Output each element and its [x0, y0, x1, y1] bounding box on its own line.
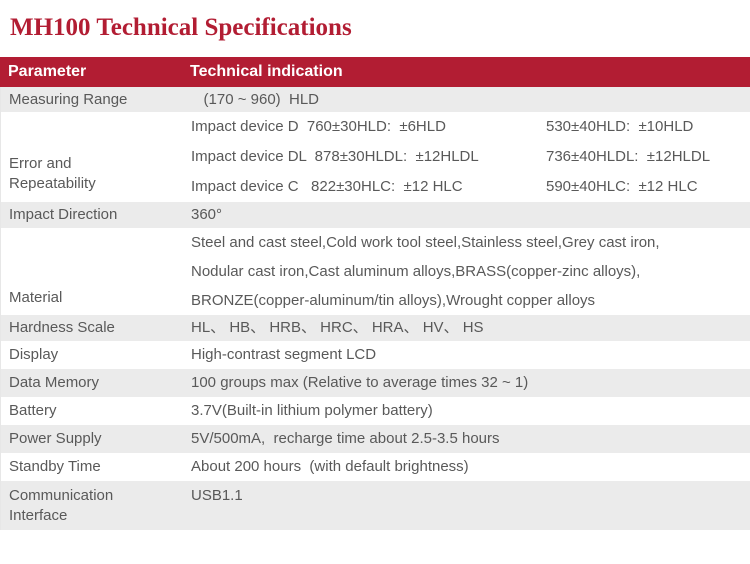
table-header-row: Parameter Technical indication [0, 57, 750, 87]
column-header-parameter: Parameter [8, 63, 87, 80]
material-line: Nodular cast iron,Cast aluminum alloys,B… [191, 262, 641, 280]
param-value: Impact device D 760±30HLD: ±6HLD 530±40H… [191, 112, 750, 202]
spec-table: Parameter Technical indication Measuring… [0, 57, 750, 530]
material-line: Steel and cast steel,Cold work tool stee… [191, 233, 660, 251]
param-label: Error and Repeatability [9, 155, 96, 192]
error-line: Impact device C 822±30HLC: ±12 HLC 590±4… [191, 172, 750, 202]
page-title: MH100 Technical Specifications [10, 14, 352, 41]
row-measuring-range: Measuring Range (170 ~ 960) HLD [1, 87, 750, 112]
param-value: About 200 hours (with default brightness… [191, 458, 469, 475]
spec-sheet: MH100 Technical Specifications Parameter… [0, 14, 750, 530]
row-data-memory: Data Memory 100 groups max (Relative to … [1, 369, 750, 397]
row-hardness-scale: Hardness Scale HL、 HB、 HRB、 HRC、 HRA、 HV… [1, 315, 750, 341]
error-line-left: Impact device C 822±30HLC: ±12 HLC [191, 178, 463, 195]
row-communication-interface: Communication Interface USB1.1 [1, 481, 750, 530]
param-value: 5V/500mA, recharge time about 2.5-3.5 ho… [191, 430, 500, 447]
row-display: Display High-contrast segment LCD [1, 341, 750, 369]
row-power-supply: Power Supply 5V/500mA, recharge time abo… [1, 425, 750, 453]
param-label: Power Supply [9, 430, 102, 447]
table-body: Measuring Range (170 ~ 960) HLD Error an… [0, 87, 750, 530]
param-value: 360° [191, 206, 223, 223]
error-line-right: 590±40HLC: ±12 HLC [546, 178, 698, 195]
row-impact-direction: Impact Direction 360° [1, 202, 750, 228]
param-label: Hardness Scale [9, 319, 115, 336]
error-line: Impact device D 760±30HLD: ±6HLD 530±40H… [191, 112, 750, 142]
param-value: High-contrast segment LCD [191, 346, 377, 363]
param-label: Standby Time [9, 458, 101, 475]
material-line: BRONZE(copper-aluminum/tin alloys),Wroug… [191, 291, 596, 309]
param-label: Display [9, 346, 59, 363]
param-value: USB1.1 [191, 487, 243, 504]
param-label: Material [9, 289, 63, 306]
row-error-and-repeatability: Error and Repeatability Impact device D … [1, 112, 750, 202]
row-material: Material Steel and cast steel,Cold work … [1, 228, 750, 315]
error-line-right: 736±40HLDL: ±12HLDL [546, 148, 711, 165]
param-label: Impact Direction [9, 206, 118, 223]
param-value: (170 ~ 960) HLD [191, 90, 319, 108]
param-label: Communication Interface [9, 487, 114, 524]
error-line-left: Impact device D 760±30HLD: ±6HLD [191, 118, 446, 135]
row-standby-time: Standby Time About 200 hours (with defau… [1, 453, 750, 481]
param-value: HL、 HB、 HRB、 HRC、 HRA、 HV、 HS [191, 319, 484, 336]
error-line-right: 530±40HLD: ±10HLD [546, 118, 694, 135]
param-value: Steel and cast steel,Cold work tool stee… [191, 228, 750, 315]
error-line: Impact device DL 878±30HLDL: ±12HLDL 736… [191, 142, 750, 172]
param-value: 100 groups max (Relative to average time… [191, 374, 529, 391]
param-label: Battery [9, 402, 57, 419]
column-header-technical-indication: Technical indication [190, 63, 343, 80]
param-label: Data Memory [9, 374, 100, 391]
param-value: 3.7V(Built-in lithium polymer battery) [191, 402, 433, 419]
param-label: Measuring Range [9, 90, 128, 108]
error-line-left: Impact device DL 878±30HLDL: ±12HLDL [191, 148, 479, 165]
row-battery: Battery 3.7V(Built-in lithium polymer ba… [1, 397, 750, 425]
